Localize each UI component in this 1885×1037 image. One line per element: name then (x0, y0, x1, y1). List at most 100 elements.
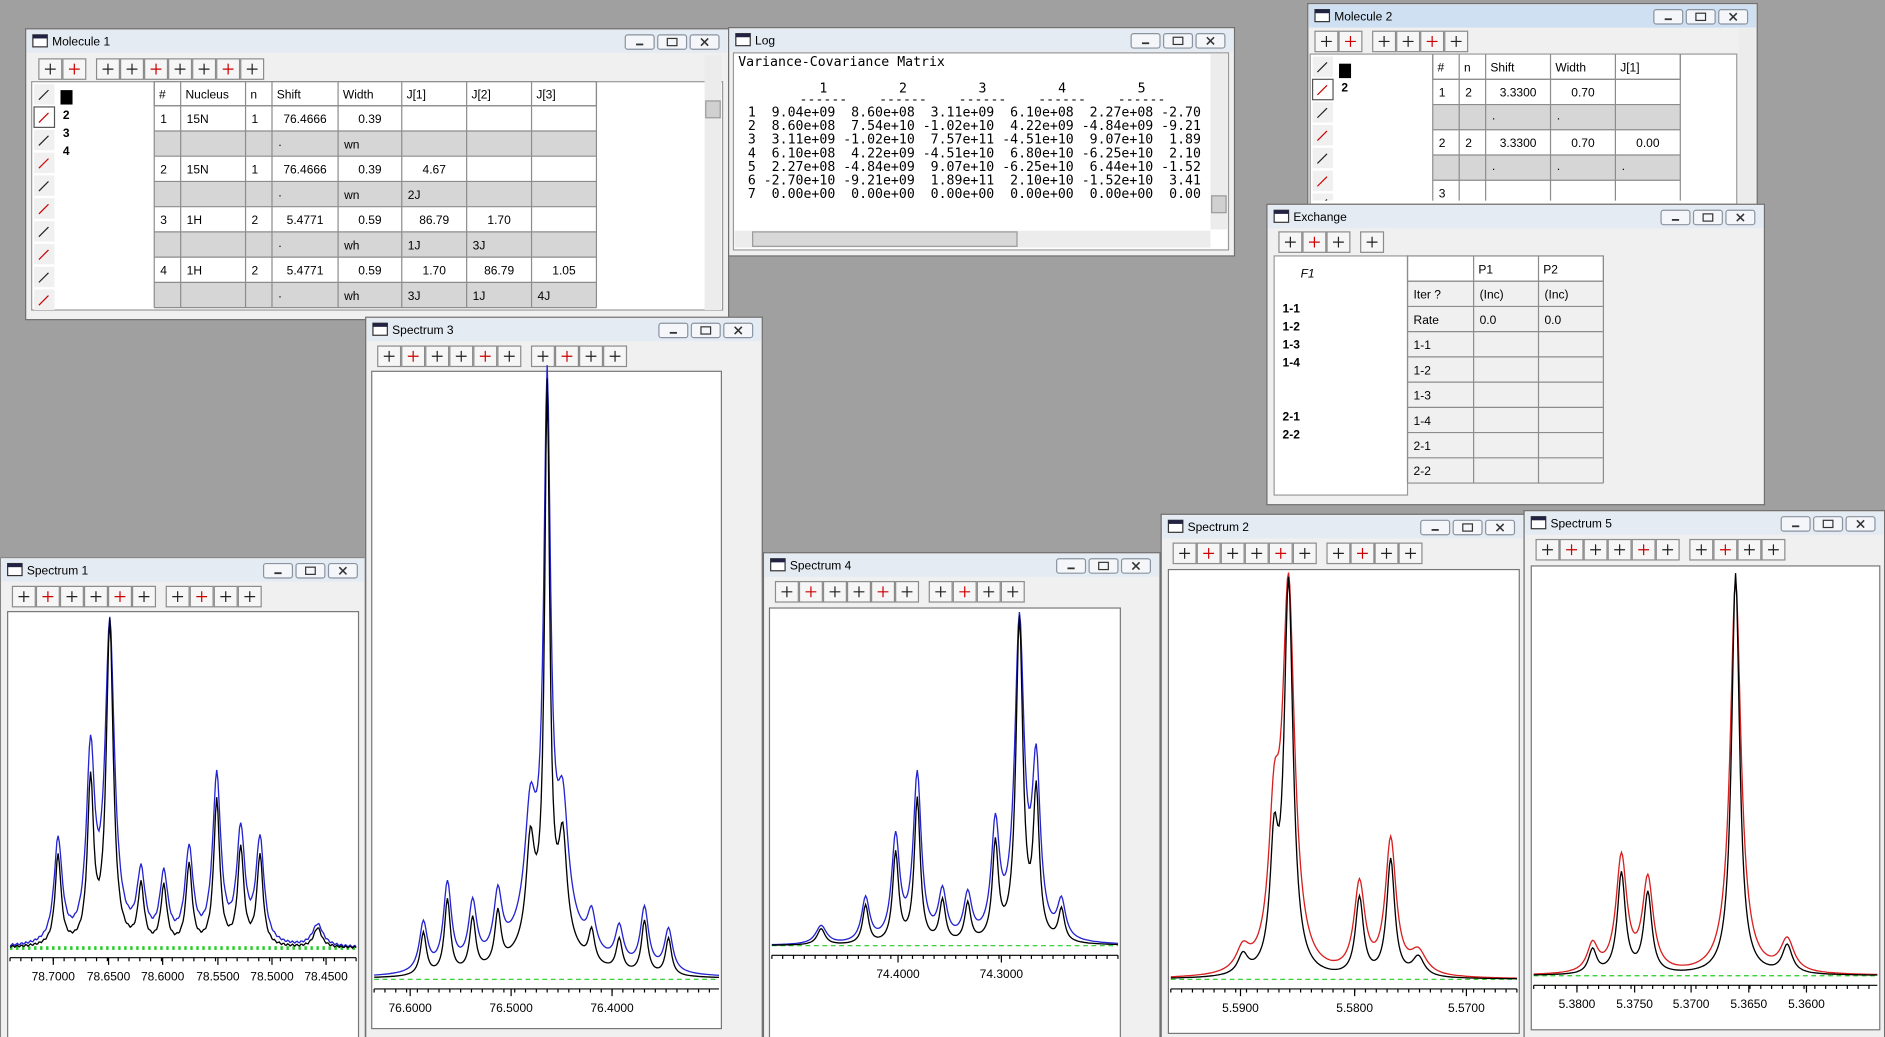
log-panel (732, 52, 1230, 251)
group-item[interactable]: 2-2 (1283, 428, 1301, 442)
table-header (1406, 255, 1604, 282)
tool-glyph (38, 295, 49, 306)
atom-item[interactable]: 3 (63, 126, 70, 140)
window-icon (7, 563, 23, 568)
spectrum-curve (374, 378, 720, 979)
log-column: 5 (1138, 82, 1146, 97)
minimize-button[interactable] (658, 322, 689, 339)
group-item[interactable]: 2-1 (1283, 410, 1301, 424)
toolbar-glyph (138, 591, 150, 603)
table-cell: 5.4771 (287, 213, 324, 227)
button-glyph (1495, 523, 1505, 532)
button-glyph (700, 326, 712, 335)
log-rule: ------ (1118, 92, 1166, 107)
spectrum-curve (1170, 576, 1517, 980)
group-item[interactable]: 1-1 (1283, 301, 1301, 315)
toolbar-glyph (1405, 547, 1416, 559)
table-cell: · (1557, 111, 1561, 125)
toolbar-glyph (935, 586, 947, 598)
toolbar-glyph (1614, 544, 1626, 556)
toolbar-glyph (18, 591, 30, 603)
atom-item[interactable]: 1 (1341, 64, 1348, 78)
x-tick-label: 78.5000 (250, 970, 294, 984)
table-cell: · (278, 137, 282, 151)
toolbar-glyph (114, 591, 126, 603)
table-row-shade (154, 282, 597, 308)
table-cell: wh (343, 289, 359, 303)
table-area: 1 2 # n Shift Width J[1] 1 2 3.3300 0.70 · · 2 2 3.3300… (1311, 54, 1681, 213)
scroll-thumb[interactable] (1211, 195, 1227, 214)
atom-item[interactable]: 2 (63, 108, 70, 122)
minimize-button[interactable] (1420, 519, 1451, 536)
toolbar-glyph (1345, 36, 1356, 47)
toolbar-glyph (805, 586, 817, 598)
title-bar (26, 30, 728, 53)
maximize-button[interactable] (1692, 209, 1723, 226)
group-panel (1273, 255, 1409, 496)
scroll-thumb[interactable] (705, 100, 721, 119)
log-row: 4 6.10e+08 4.22e+09 -4.51e+10 6.80e+10 -… (748, 146, 1201, 161)
atom-item[interactable]: 4 (63, 144, 70, 158)
toolbar-glyph (1357, 547, 1368, 559)
button-glyph (1172, 36, 1184, 46)
table-cell: 2 (1465, 136, 1472, 150)
toolbar-glyph (503, 350, 515, 362)
maximize-button[interactable] (295, 562, 326, 579)
maximize-button[interactable] (1685, 9, 1716, 25)
tool-glyph (38, 249, 49, 260)
window-title: Spectrum 2 (1188, 520, 1250, 534)
toolbar-glyph (1308, 236, 1320, 248)
table-cell: Iter ? (1414, 288, 1442, 302)
minimize-button[interactable] (1660, 209, 1691, 226)
maximize-button[interactable] (657, 34, 688, 50)
x-tick-label: 78.7000 (32, 970, 76, 984)
toolbar-glyph (1321, 36, 1332, 47)
minimize-button[interactable] (1780, 516, 1811, 532)
atom-item[interactable]: 1 (63, 90, 70, 104)
window-icon (32, 34, 48, 39)
group-item[interactable]: 1-3 (1283, 337, 1301, 351)
maximize-button[interactable] (690, 322, 721, 339)
maximize-button[interactable] (1088, 558, 1119, 574)
minimize-button[interactable] (1056, 558, 1087, 574)
table-cell: 2 (1465, 86, 1472, 100)
table-cell: 1H (187, 213, 202, 227)
tool-button[interactable] (1312, 193, 1334, 213)
toolbar-glyph (1366, 236, 1378, 248)
scroll-thumb[interactable] (752, 231, 1018, 247)
table-cell: 76.4666 (283, 163, 327, 177)
title-bar (1308, 4, 1756, 28)
table-cell: 2 (252, 213, 259, 227)
atom-item[interactable]: 2 (1341, 80, 1348, 94)
toolbar-glyph (1227, 547, 1239, 559)
toolbar-glyph (479, 350, 491, 362)
group-item[interactable]: 1-4 (1283, 355, 1301, 369)
table-cell: 3.3300 (1500, 86, 1537, 100)
minimize-button[interactable] (262, 562, 294, 579)
column-header: Width (1555, 60, 1586, 74)
column-header: Shift (1490, 60, 1515, 74)
log-column: 4 (1058, 82, 1066, 97)
group-item[interactable]: 1-2 (1283, 319, 1301, 333)
minimize-button[interactable] (1653, 9, 1684, 25)
maximize-button[interactable] (1452, 519, 1483, 536)
maximize-button[interactable] (1162, 33, 1194, 49)
toolbar-glyph (1638, 544, 1650, 556)
toolbar-glyph (44, 63, 56, 75)
toolbar-glyph (1402, 36, 1414, 47)
window-title: Log (755, 33, 775, 47)
minimize-button[interactable] (624, 34, 655, 50)
table-cell: (Inc) (1480, 288, 1504, 302)
column-header: Shift (277, 88, 302, 102)
minimize-button[interactable] (1130, 33, 1161, 49)
toolbar-glyph (585, 350, 597, 362)
toolbar-glyph (829, 586, 841, 598)
button-glyph (1736, 213, 1745, 222)
plot-area (768, 607, 1121, 1037)
table-cell: 1 (1439, 86, 1446, 100)
table-cell: · (278, 188, 282, 202)
button-glyph (1702, 213, 1714, 222)
table-cell: 1-3 (1414, 389, 1432, 403)
maximize-button[interactable] (1813, 516, 1844, 532)
plot-area (371, 370, 723, 1030)
